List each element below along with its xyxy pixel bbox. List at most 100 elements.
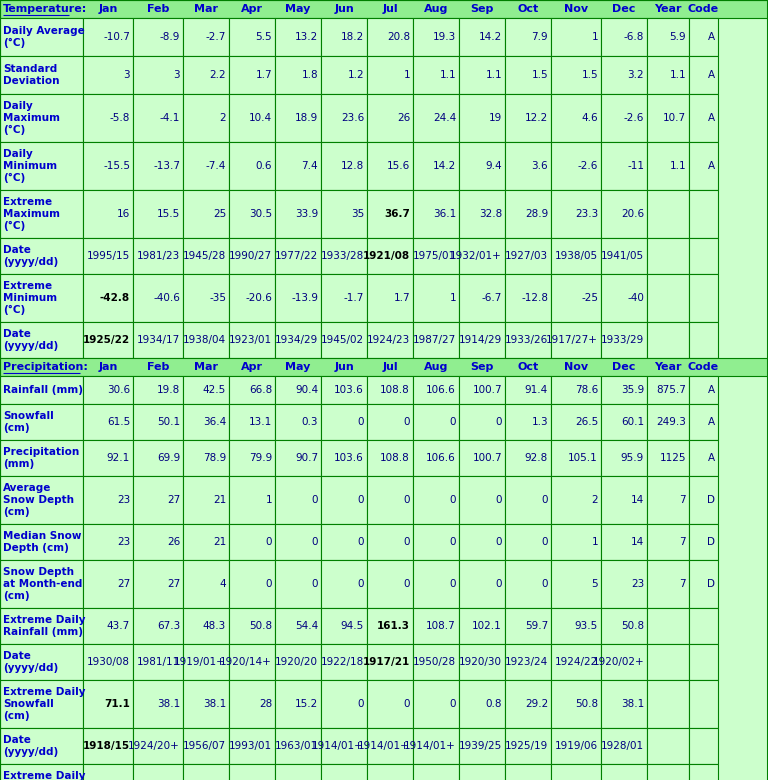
Text: 5: 5 (591, 579, 598, 589)
Text: 1: 1 (403, 70, 410, 80)
Text: A: A (708, 453, 715, 463)
Bar (413, 404, 459, 440)
Text: Average
Snow Depth
(cm): Average Snow Depth (cm) (3, 483, 74, 517)
Bar (505, 644, 551, 680)
Text: 0: 0 (266, 537, 272, 547)
Bar (321, 728, 367, 764)
Bar (133, 18, 183, 56)
Text: Sep: Sep (470, 362, 494, 372)
Text: Jul: Jul (382, 4, 398, 14)
Bar (647, 376, 689, 404)
Bar (133, 56, 183, 94)
Bar (321, 142, 367, 190)
Text: Snowfall
(cm): Snowfall (cm) (3, 411, 54, 433)
Text: 1924/22: 1924/22 (554, 657, 598, 667)
Bar (321, 190, 367, 238)
Bar (367, 190, 413, 238)
Bar (689, 524, 718, 560)
Text: 2: 2 (220, 113, 226, 123)
Text: 2.2: 2.2 (210, 70, 226, 80)
Bar (183, 56, 229, 94)
Bar (505, 94, 551, 142)
Text: 1914/29: 1914/29 (458, 335, 502, 345)
Bar (689, 644, 718, 680)
Text: -5.8: -5.8 (110, 113, 130, 123)
Bar (601, 322, 647, 358)
Text: -11: -11 (627, 161, 644, 171)
Text: Code: Code (688, 362, 719, 372)
Text: Extreme
Maximum
(°C): Extreme Maximum (°C) (3, 197, 60, 232)
Text: 1923/24: 1923/24 (505, 657, 548, 667)
Bar (413, 680, 459, 728)
Text: 13.2: 13.2 (295, 32, 318, 42)
Text: Date
(yyyy/dd): Date (yyyy/dd) (3, 735, 58, 757)
Text: 10.7: 10.7 (663, 113, 686, 123)
Text: 38.1: 38.1 (203, 699, 226, 709)
Bar (0, 358, 768, 376)
Text: 36.4: 36.4 (203, 417, 226, 427)
Text: Year: Year (654, 362, 682, 372)
Bar (413, 728, 459, 764)
Bar (183, 680, 229, 728)
Text: Date
(yyyy/dd): Date (yyyy/dd) (3, 651, 58, 673)
Bar (459, 440, 505, 476)
Text: 0: 0 (357, 495, 364, 505)
Text: 38.1: 38.1 (157, 699, 180, 709)
Text: Extreme
Minimum
(°C): Extreme Minimum (°C) (3, 281, 57, 315)
Text: 42.5: 42.5 (203, 385, 226, 395)
Text: 1917/21: 1917/21 (362, 657, 410, 667)
Bar (459, 680, 505, 728)
Bar (0, 728, 83, 764)
Text: -7.4: -7.4 (206, 161, 226, 171)
Text: 1963/01: 1963/01 (275, 741, 318, 751)
Bar (551, 476, 601, 524)
Bar (321, 376, 367, 404)
Bar (551, 764, 601, 780)
Bar (413, 560, 459, 608)
Bar (321, 764, 367, 780)
Bar (551, 56, 601, 94)
Text: 4: 4 (220, 579, 226, 589)
Text: -12.8: -12.8 (521, 293, 548, 303)
Bar (275, 18, 321, 56)
Bar (321, 404, 367, 440)
Text: 23: 23 (117, 495, 130, 505)
Text: 3.6: 3.6 (531, 161, 548, 171)
Bar (367, 238, 413, 274)
Bar (321, 274, 367, 322)
Bar (505, 680, 551, 728)
Bar (0, 440, 83, 476)
Bar (275, 728, 321, 764)
Bar (229, 238, 275, 274)
Bar (551, 404, 601, 440)
Bar (459, 18, 505, 56)
Text: Jun: Jun (334, 362, 354, 372)
Text: 100.7: 100.7 (472, 385, 502, 395)
Text: 15.2: 15.2 (295, 699, 318, 709)
Text: 1933/26: 1933/26 (505, 335, 548, 345)
Text: 1956/07: 1956/07 (183, 741, 226, 751)
Text: 1: 1 (266, 495, 272, 505)
Text: Extreme Daily
Snowfall
(cm): Extreme Daily Snowfall (cm) (3, 686, 85, 722)
Text: Nov: Nov (564, 4, 588, 14)
Text: 1914/01+: 1914/01+ (358, 741, 410, 751)
Bar (413, 274, 459, 322)
Bar (647, 142, 689, 190)
Bar (601, 440, 647, 476)
Text: 54.4: 54.4 (295, 621, 318, 631)
Bar (133, 764, 183, 780)
Bar (133, 322, 183, 358)
Text: 1919/01+: 1919/01+ (174, 657, 226, 667)
Text: Snow Depth
at Month-end
(cm): Snow Depth at Month-end (cm) (3, 566, 82, 601)
Bar (367, 608, 413, 644)
Text: 0.8: 0.8 (485, 699, 502, 709)
Text: 108.7: 108.7 (426, 621, 456, 631)
Text: 78.6: 78.6 (574, 385, 598, 395)
Text: 1934/17: 1934/17 (137, 335, 180, 345)
Text: -13.9: -13.9 (291, 293, 318, 303)
Text: 7: 7 (680, 537, 686, 547)
Bar (413, 524, 459, 560)
Text: 18.9: 18.9 (295, 113, 318, 123)
Text: Oct: Oct (518, 362, 538, 372)
Bar (275, 190, 321, 238)
